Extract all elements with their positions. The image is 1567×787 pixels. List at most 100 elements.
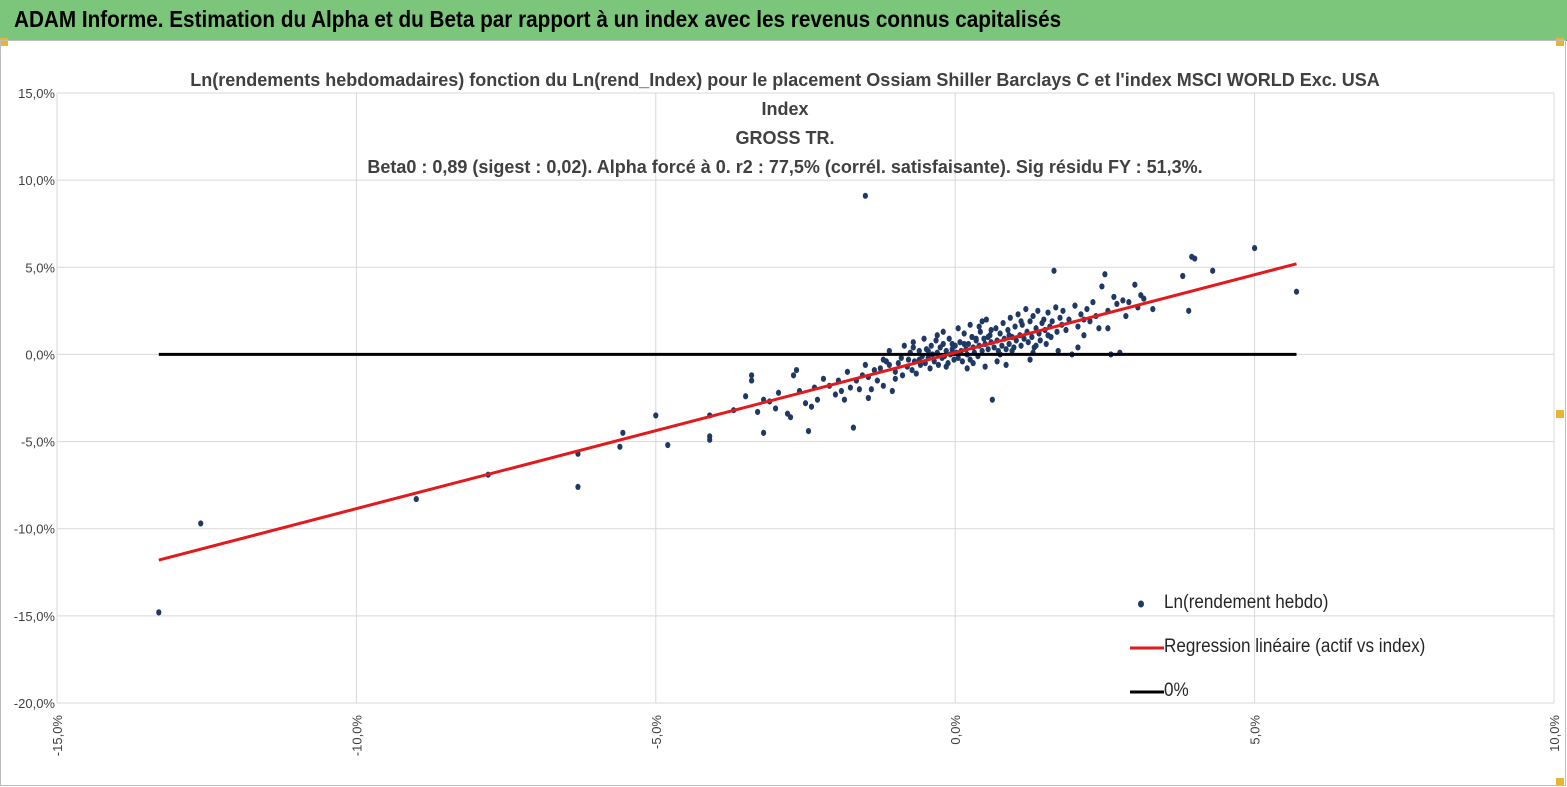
resize-handle-mid-right[interactable] — [1556, 410, 1564, 418]
data-point — [985, 333, 991, 341]
report-title: ADAM Informe. Estimation du Alpha et du … — [14, 6, 1062, 32]
data-point — [985, 346, 991, 353]
data-point — [760, 429, 767, 436]
data-point — [961, 330, 967, 337]
series-lines — [158, 262, 1297, 562]
chart-title-line-2: GROSS TR. — [735, 128, 835, 148]
data-point — [970, 360, 976, 367]
y-tick-label: -20,0% — [14, 696, 56, 711]
y-tick-label: -15,0% — [14, 609, 56, 624]
data-point — [1150, 306, 1156, 313]
data-point — [1006, 340, 1012, 348]
data-point — [973, 335, 979, 342]
data-point — [1053, 304, 1059, 311]
data-point — [889, 387, 895, 395]
data-point — [935, 361, 942, 368]
data-point — [749, 372, 755, 379]
data-point — [895, 360, 901, 367]
chart-title-line-1: Ln(rendements hebdomadaires) fonction du… — [190, 70, 1380, 119]
resize-handle-top-left[interactable] — [0, 38, 8, 46]
legend-red-line-icon — [1130, 646, 1164, 650]
data-point — [967, 321, 973, 328]
data-point — [1120, 297, 1126, 304]
data-point — [901, 342, 907, 349]
data-point — [977, 328, 983, 335]
data-point — [880, 356, 886, 363]
data-point — [1003, 346, 1009, 353]
data-point — [874, 377, 880, 384]
data-point — [1041, 316, 1047, 323]
y-tick-label: -5,0% — [21, 435, 55, 450]
data-point — [749, 377, 755, 384]
data-point — [772, 405, 779, 412]
data-point — [916, 347, 922, 355]
data-point — [949, 340, 955, 348]
data-point — [946, 335, 952, 342]
data-point — [814, 396, 821, 403]
data-point — [707, 433, 713, 440]
chart-title-line-3: Beta0 : 0,89 (sigest : 0,02). Alpha forc… — [367, 157, 1203, 177]
data-point — [156, 609, 162, 616]
data-point — [989, 396, 995, 403]
data-point — [1075, 323, 1081, 330]
chart-area[interactable] — [0, 40, 1566, 786]
data-point — [832, 391, 839, 398]
data-point — [933, 337, 939, 344]
data-point — [1141, 295, 1147, 302]
data-point — [892, 368, 898, 375]
axis-tick-labels: 15,0% 10,0% 5,0% 0,0% -5,0% -10,0% -15,0% -20,0… — [14, 86, 1562, 756]
resize-handle-bottom-right[interactable] — [1556, 778, 1564, 786]
data-point — [871, 367, 877, 374]
data-point — [1066, 316, 1072, 323]
data-point — [951, 356, 957, 363]
data-point — [1013, 337, 1019, 344]
data-point — [1012, 323, 1018, 330]
data-point — [940, 340, 946, 348]
legend-black-line-icon — [1130, 690, 1164, 694]
data-point — [665, 441, 671, 449]
data-point — [787, 414, 794, 421]
data-point — [1084, 306, 1090, 313]
data-point — [1049, 318, 1055, 325]
resize-handle-top-right[interactable] — [1556, 38, 1564, 46]
data-point — [653, 412, 659, 419]
data-point — [1102, 271, 1108, 278]
data-point — [1114, 300, 1120, 307]
data-point — [1210, 267, 1216, 274]
data-point — [198, 520, 204, 527]
data-point — [862, 361, 868, 368]
data-point — [1037, 337, 1043, 344]
x-tick-label: 10,0% — [1547, 715, 1562, 752]
data-point — [754, 408, 761, 416]
regression-line — [158, 262, 1297, 562]
data-point — [1000, 319, 1006, 327]
data-point — [865, 394, 871, 402]
data-point — [928, 342, 934, 349]
data-point — [965, 340, 971, 348]
data-point — [1057, 314, 1063, 321]
x-tick-label: -15,0% — [50, 715, 65, 757]
data-point — [909, 367, 915, 374]
data-point — [892, 375, 898, 382]
data-point — [1018, 318, 1024, 325]
data-point — [743, 393, 749, 400]
data-point — [1029, 333, 1035, 341]
data-point — [1003, 361, 1009, 368]
data-point — [934, 332, 940, 339]
data-point — [1096, 325, 1102, 332]
y-tick-label: 5,0% — [25, 260, 55, 275]
legend-item-scatter: Ln(rendement hebdo) — [1130, 588, 1530, 632]
data-point — [983, 316, 989, 323]
data-point — [413, 495, 419, 503]
data-point — [1063, 326, 1069, 334]
data-point — [997, 330, 1003, 337]
data-point — [847, 384, 854, 391]
data-point — [927, 365, 933, 372]
data-point — [1045, 332, 1051, 339]
data-point — [1072, 302, 1078, 309]
legend-dot-icon — [1138, 600, 1144, 608]
data-point — [1055, 347, 1061, 355]
data-point — [886, 361, 892, 368]
data-point — [999, 342, 1005, 349]
